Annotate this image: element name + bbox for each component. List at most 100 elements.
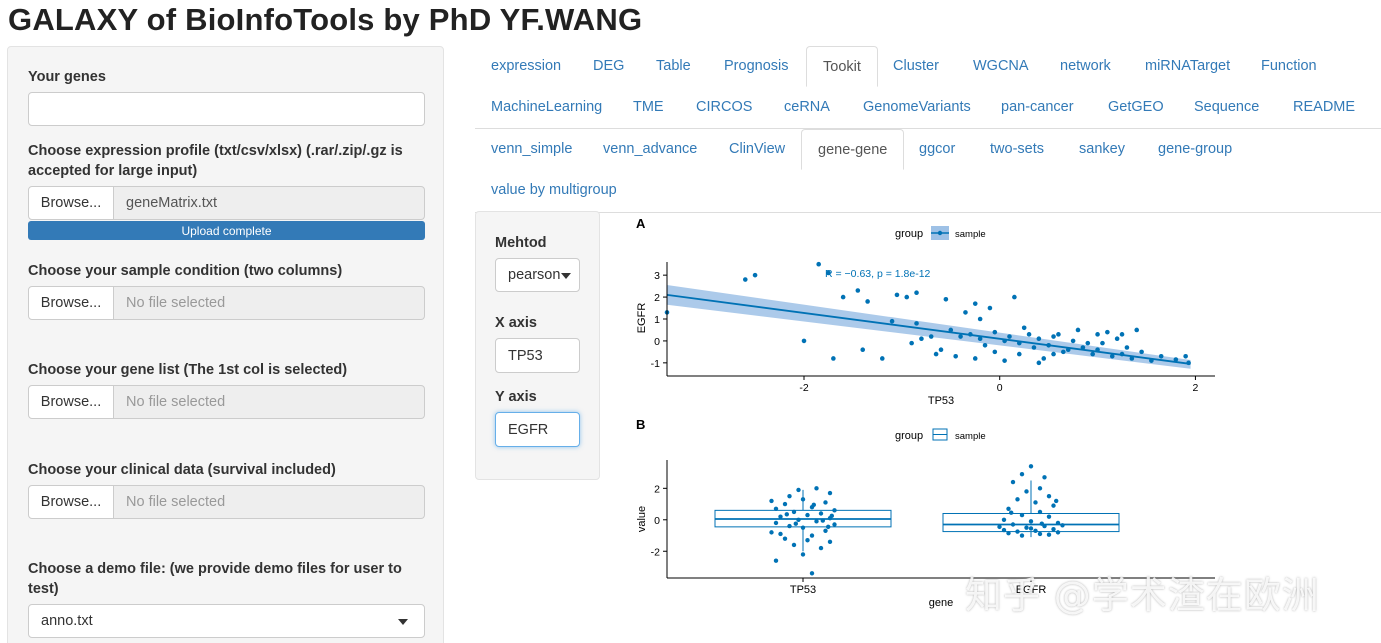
sample-file-name: No file selected (114, 286, 425, 320)
panel-a-point (1056, 332, 1061, 337)
tab-mirnatarget[interactable]: miRNATarget (1145, 58, 1231, 74)
tab-expression[interactable]: expression (491, 58, 562, 74)
panel-b-point (1055, 530, 1061, 535)
panel-b-y-tick-label: -2 (651, 546, 660, 558)
clinical-browse-button[interactable]: Browse... (28, 485, 114, 519)
panel-b-legend-title: group (895, 430, 923, 442)
panel-b-point (829, 513, 834, 519)
x-axis-input[interactable]: TP53 (495, 338, 580, 373)
panel-a-confidence-band (667, 285, 1191, 369)
panel-b-point (1060, 523, 1065, 528)
panel-b-point (826, 524, 831, 530)
gene-list-file-input[interactable]: Browse... No file selected (28, 385, 425, 419)
panel-a-regression-line (666, 293, 1191, 365)
subtab-venn-simple[interactable]: venn_simple (491, 141, 573, 157)
sample-file-input[interactable]: Browse... No file selected (28, 286, 425, 320)
sidebar-panel: Your genes Choose expression profile (tx… (7, 46, 444, 643)
tab-deg[interactable]: DEG (593, 58, 625, 74)
subtab-venn-advance[interactable]: venn_advance (603, 141, 698, 157)
subtab-clinview[interactable]: ClinView (729, 141, 786, 157)
gene-list-label: Choose your gene list (The 1st col is se… (28, 362, 348, 378)
panel-b-point (769, 498, 774, 504)
panel-a-point (933, 351, 939, 357)
panel-a-point (1041, 356, 1047, 361)
tab-cerna[interactable]: ceRNA (784, 99, 830, 115)
panel-b-point (832, 508, 837, 513)
panel-a-point (840, 294, 846, 300)
panel-a-point (1095, 347, 1100, 352)
panel-b-point (823, 500, 828, 505)
panel-a-point (977, 316, 983, 322)
tab-getgeo[interactable]: GetGEO (1108, 99, 1164, 115)
subtab-ggcor[interactable]: ggcor (919, 141, 956, 157)
panel-a-point (1046, 343, 1051, 348)
tab-machinelearning[interactable]: MachineLearning (491, 99, 603, 115)
tab-network[interactable]: network (1060, 58, 1111, 74)
panel-b-point (823, 528, 828, 533)
panel-b-point (1001, 527, 1007, 533)
tab-cluster[interactable]: Cluster (893, 58, 939, 74)
panel-a-legend-title: group (895, 228, 923, 240)
y-axis-input[interactable]: EGFR (495, 412, 580, 447)
expression-file-input[interactable]: Browse... geneMatrix.txt (28, 186, 425, 220)
subtab-gene-gene[interactable]: gene-gene (801, 129, 905, 170)
panel-a-point (1080, 345, 1086, 350)
panel-b-point (1015, 529, 1020, 534)
panel-a-x-label: TP53 (928, 395, 954, 407)
panel-a-y-tick-label: 0 (654, 336, 660, 348)
tab-prognosis[interactable]: Prognosis (724, 58, 789, 74)
panel-a-point (972, 356, 978, 361)
panel-b-point (811, 502, 816, 508)
panel-b-point (800, 497, 806, 502)
panel-a-point (948, 327, 954, 333)
panel-b-point (1033, 528, 1038, 533)
panel-a-y-tick-label: -1 (651, 358, 660, 370)
panel-a-point (1036, 360, 1042, 366)
tab-circos[interactable]: CIRCOS (696, 99, 753, 115)
panel-b-point (1033, 500, 1038, 505)
subtab-sankey[interactable]: sankey (1079, 141, 1125, 157)
panel-b-point (787, 493, 792, 499)
tab-pan-cancer[interactable]: pan-cancer (1001, 99, 1074, 115)
expression-profile-label: Choose expression profile (txt/csv/xlsx)… (28, 143, 403, 179)
your-genes-input[interactable] (28, 92, 425, 126)
panel-b-point (1028, 464, 1034, 469)
panel-b-point (1054, 498, 1059, 504)
tab-function[interactable]: Function (1261, 58, 1317, 74)
sample-browse-button[interactable]: Browse... (28, 286, 114, 320)
panel-a-point (1026, 332, 1032, 337)
tab-genomevariants[interactable]: GenomeVariants (863, 99, 971, 115)
panel-a-point (1173, 357, 1179, 362)
panel-b-point (1039, 521, 1044, 526)
panel-a-point (914, 290, 919, 295)
panel-a-point (914, 321, 919, 326)
upload-progress-bar: Upload complete (28, 221, 425, 240)
tab-sequence[interactable]: Sequence (1194, 99, 1260, 115)
panel-a-point (972, 301, 978, 306)
expression-browse-button[interactable]: Browse... (28, 186, 114, 220)
demo-file-select[interactable]: anno.txt (28, 604, 425, 638)
panel-a-point (1051, 334, 1056, 339)
tab-wgcna[interactable]: WGCNA (973, 58, 1029, 74)
subtab-value-by-multigroup[interactable]: value by multigroup (491, 182, 617, 198)
tab-table[interactable]: Table (656, 58, 691, 74)
panel-a-point (894, 292, 900, 298)
subtab-two-sets[interactable]: two-sets (990, 141, 1044, 157)
tab-readme[interactable]: README (1293, 99, 1356, 115)
panel-b-point (827, 490, 833, 496)
panel-a-point (928, 334, 934, 339)
tab-tookit[interactable]: Tookit (806, 46, 878, 87)
gene-list-browse-button[interactable]: Browse... (28, 385, 114, 419)
method-select[interactable]: pearson (495, 258, 580, 292)
subtab-gene-group[interactable]: gene-group (1158, 141, 1233, 157)
panel-a-point (1051, 351, 1056, 357)
tab-tme[interactable]: TME (633, 99, 664, 115)
panel-a-point (1186, 360, 1191, 366)
panel-b-tag: B (636, 417, 645, 432)
panel-b-point (1010, 479, 1016, 485)
panel-b-point (1019, 533, 1025, 538)
panel-b-point (1042, 475, 1047, 480)
panel-b-legend-label: sample (955, 431, 986, 442)
panel-b-x-tick-label: TP53 (790, 584, 816, 596)
clinical-file-input[interactable]: Browse... No file selected (28, 485, 425, 519)
